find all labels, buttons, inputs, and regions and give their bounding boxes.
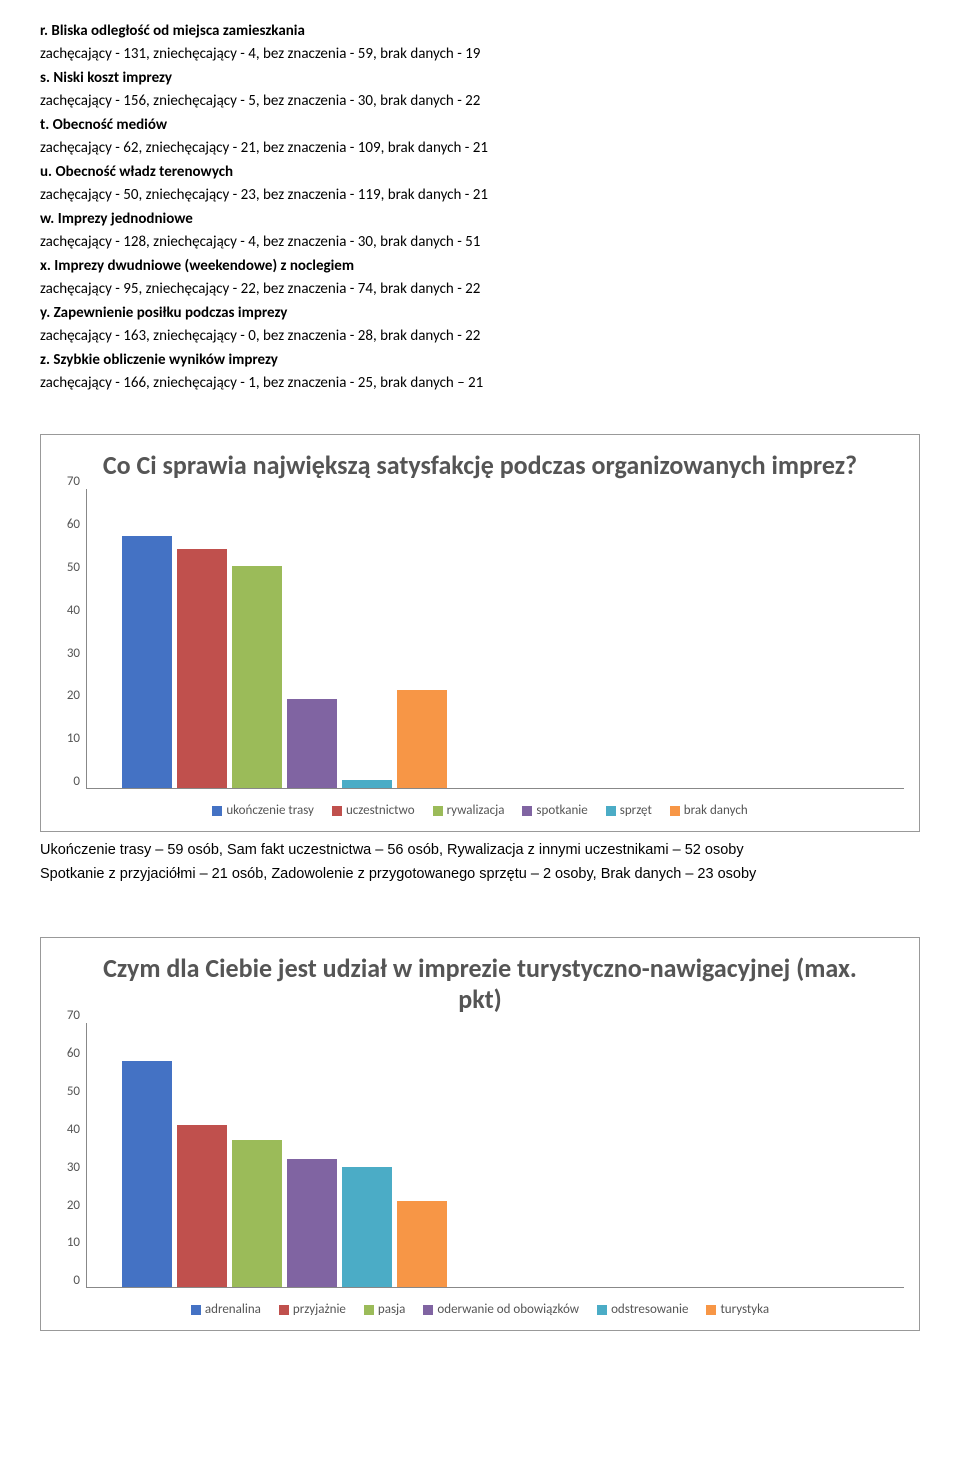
legend-item: spotkanie [522, 801, 587, 821]
chart-2-title: Czym dla Ciebie jest udział w imprezie t… [56, 953, 904, 1015]
chart-1-container: Co Ci sprawia największą satysfakcję pod… [40, 434, 920, 832]
legend-swatch [522, 806, 532, 816]
survey-item-detail: zachęcający - 131, zniechęcający - 4, be… [40, 43, 920, 66]
legend-item: ukończenie trasy [212, 801, 314, 821]
legend-item: brak danych [670, 801, 748, 821]
legend-item: rywalizacja [433, 801, 505, 821]
chart-2-legend: adrenalina przyjażnie pasja oderwanie od ob… [56, 1300, 904, 1320]
legend-label: przyjażnie [293, 1300, 346, 1320]
legend-swatch [364, 1305, 374, 1315]
survey-item-detail: zachęcający - 156, zniechęcający - 5, be… [40, 90, 920, 113]
survey-item-detail: zachęcający - 166, zniechęcający - 1, be… [40, 372, 920, 395]
chart-bar [122, 1061, 172, 1287]
legend-item: pasja [364, 1300, 405, 1320]
legend-item: uczestnictwo [332, 801, 415, 821]
chart-bar [342, 780, 392, 789]
survey-item: x. Imprezy dwudniowe (weekendowe) z nocl… [40, 255, 920, 300]
legend-label: uczestnictwo [346, 801, 415, 821]
chart-2-bars-row [87, 1023, 904, 1287]
legend-swatch [332, 806, 342, 816]
chart-1-y-axis: 010203040506070 [56, 489, 86, 789]
chart-2-container: Czym dla Ciebie jest udział w imprezie t… [40, 937, 920, 1331]
survey-item-heading: w. Imprezy jednodniowe [40, 208, 920, 231]
legend-swatch [191, 1305, 201, 1315]
legend-swatch [670, 806, 680, 816]
survey-item: r. Bliska odległość od miejsca zamieszka… [40, 20, 920, 65]
legend-label: turystyka [720, 1300, 769, 1320]
chart-bar [232, 566, 282, 788]
legend-label: sprzęt [620, 801, 652, 821]
survey-item: u. Obecność władz terenowychzachęcający … [40, 161, 920, 206]
chart-bar [397, 690, 447, 788]
chart-1-title: Co Ci sprawia największą satysfakcję pod… [56, 450, 904, 481]
chart-1-plot-area [86, 489, 904, 789]
legend-item: oderwanie od obowiązków [423, 1300, 579, 1320]
survey-item: w. Imprezy jednodniowezachęcający - 128,… [40, 208, 920, 253]
survey-item: t. Obecność mediówzachęcający - 62, znie… [40, 114, 920, 159]
legend-label: adrenalina [205, 1300, 261, 1320]
chart-1-legend: ukończenie trasy uczestnictwo rywalizacja s… [56, 801, 904, 821]
legend-swatch [423, 1305, 433, 1315]
survey-item-heading: z. Szybkie obliczenie wyników imprezy [40, 349, 920, 372]
legend-label: oderwanie od obowiązków [437, 1300, 579, 1320]
legend-item: turystyka [706, 1300, 769, 1320]
chart-1-bars-row [87, 489, 904, 788]
legend-item: adrenalina [191, 1300, 261, 1320]
chart-1-caption: Ukończenie trasy – 59 osób, Sam fakt ucz… [40, 838, 920, 887]
survey-item-heading: s. Niski koszt imprezy [40, 67, 920, 90]
survey-item-heading: u. Obecność władz terenowych [40, 161, 920, 184]
survey-item-heading: t. Obecność mediów [40, 114, 920, 137]
legend-swatch [606, 806, 616, 816]
chart-2-y-axis: 010203040506070 [56, 1023, 86, 1288]
chart-bar [232, 1140, 282, 1287]
survey-item: s. Niski koszt imprezyzachęcający - 156,… [40, 67, 920, 112]
survey-items-list: r. Bliska odległość od miejsca zamieszka… [40, 20, 920, 394]
chart-bar [287, 699, 337, 789]
chart-bar [177, 549, 227, 788]
chart-1-caption-line-2: Spotkanie z przyjaciółmi – 21 osób, Zado… [40, 862, 920, 887]
chart-bar [342, 1167, 392, 1288]
legend-item: sprzęt [606, 801, 652, 821]
chart-1-caption-line-1: Ukończenie trasy – 59 osób, Sam fakt ucz… [40, 838, 920, 863]
chart-2-plot-area [86, 1023, 904, 1288]
survey-item-detail: zachęcający - 128, zniechęcający - 4, be… [40, 231, 920, 254]
chart-bar [122, 536, 172, 788]
survey-item-detail: zachęcający - 62, zniechęcający - 21, be… [40, 137, 920, 160]
survey-item-heading: y. Zapewnienie posiłku podczas imprezy [40, 302, 920, 325]
chart-bar [177, 1125, 227, 1287]
chart-2-plot: 010203040506070 [56, 1023, 904, 1288]
chart-bar [397, 1201, 447, 1288]
survey-item: y. Zapewnienie posiłku podczas imprezyza… [40, 302, 920, 347]
legend-swatch [433, 806, 443, 816]
legend-swatch [597, 1305, 607, 1315]
legend-label: rywalizacja [447, 801, 505, 821]
legend-item: odstresowanie [597, 1300, 688, 1320]
legend-label: odstresowanie [611, 1300, 688, 1320]
survey-item: z. Szybkie obliczenie wyników imprezyzac… [40, 349, 920, 394]
legend-swatch [212, 806, 222, 816]
survey-item-detail: zachęcający - 163, zniechęcający - 0, be… [40, 325, 920, 348]
survey-item-heading: x. Imprezy dwudniowe (weekendowe) z nocl… [40, 255, 920, 278]
survey-item-detail: zachęcający - 50, zniechęcający - 23, be… [40, 184, 920, 207]
legend-label: spotkanie [536, 801, 587, 821]
legend-item: przyjażnie [279, 1300, 346, 1320]
legend-swatch [279, 1305, 289, 1315]
legend-label: ukończenie trasy [226, 801, 314, 821]
survey-item-detail: zachęcający - 95, zniechęcający - 22, be… [40, 278, 920, 301]
survey-item-heading: r. Bliska odległość od miejsca zamieszka… [40, 20, 920, 43]
legend-swatch [706, 1305, 716, 1315]
legend-label: pasja [378, 1300, 405, 1320]
legend-label: brak danych [684, 801, 748, 821]
chart-bar [287, 1159, 337, 1287]
chart-1-plot: 010203040506070 [56, 489, 904, 789]
